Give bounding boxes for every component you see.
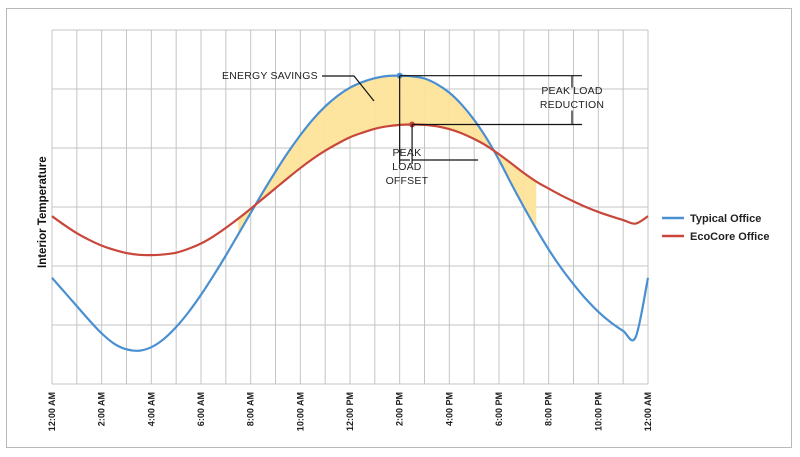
- series-line-typical-office: [51, 74, 650, 352]
- peak-reduction-label: REDUCTION: [540, 99, 604, 111]
- gridlines: [51, 29, 649, 385]
- x-tick-label: 12:00 AM: [643, 392, 653, 431]
- x-tick-label: 12:00 PM: [345, 392, 355, 431]
- peak-offset-label: OFFSET: [386, 175, 429, 187]
- x-axis-ticks: 12:00 AM 2:00 AM 4:00 AM 6:00 AM 8:00 AM 10:0…: [47, 392, 653, 431]
- x-tick-label: 10:00 AM: [295, 392, 305, 431]
- peak-offset-label: LOAD: [392, 161, 422, 173]
- legend-label: EcoCore Office: [690, 231, 769, 243]
- legend-label: Typical Office: [690, 213, 761, 225]
- x-tick-label: 8:00 AM: [246, 392, 256, 426]
- annotations: PEAK LOAD REDUCTION PEAK LOAD OFFSET ENERGY S…: [222, 70, 604, 187]
- x-tick-label: 12:00 AM: [47, 392, 57, 431]
- energy-savings-area: [238, 75, 537, 235]
- series-line-ecocore-office: [51, 123, 649, 257]
- x-tick-label: 4:00 AM: [146, 392, 156, 426]
- x-tick-label: 10:00 PM: [593, 392, 603, 431]
- x-tick-label: 6:00 AM: [196, 392, 206, 426]
- series-lines: [51, 74, 650, 352]
- x-tick-label: 4:00 PM: [444, 392, 454, 426]
- x-tick-label: 2:00 PM: [395, 392, 405, 426]
- x-tick-label: 6:00 PM: [494, 392, 504, 426]
- peak-offset-label: PEAK: [392, 147, 421, 159]
- peak-reduction-label: PEAK LOAD: [541, 85, 603, 97]
- x-tick-label: 2:00 AM: [97, 392, 107, 426]
- y-axis-label: Interior Temperature: [37, 156, 49, 268]
- energy-savings-leader: [322, 75, 375, 102]
- legend: Typical Office EcoCore Office: [662, 213, 769, 243]
- x-tick-label: 8:00 PM: [544, 392, 554, 426]
- energy-savings-label: ENERGY SAVINGS: [222, 70, 318, 82]
